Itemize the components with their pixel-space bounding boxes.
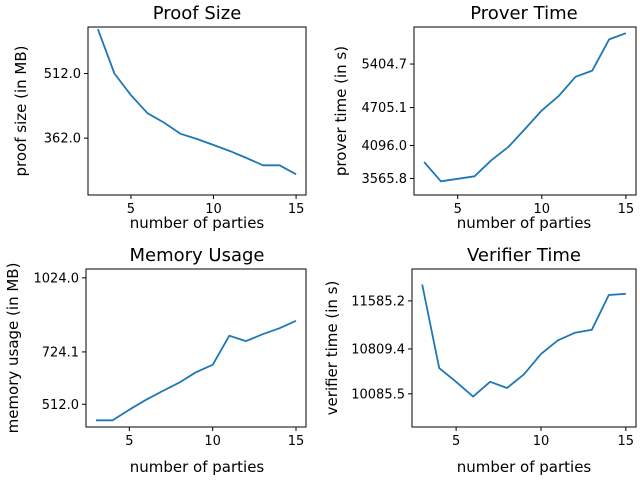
x-axis-label: number of parties [457, 458, 592, 476]
y-tick-label: 10809.4 [351, 342, 405, 357]
y-tick-label: 512.0 [42, 398, 79, 413]
chart-title: Proof Size [153, 3, 242, 24]
plot-frame [413, 26, 637, 196]
x-tick-label: 10 [204, 434, 221, 449]
y-tick-label: 4705.1 [362, 101, 408, 116]
series-line [97, 28, 297, 176]
chart-prover-time: Prover Time 5 10 15 3565.8 4096.0 4705.1 5404… [332, 3, 637, 232]
chart-memory-usage: Memory Usage 5 10 15 512.0 724.1 1024.0 numb… [4, 245, 307, 476]
y-tick-label: 1024.0 [34, 271, 80, 286]
x-axis-label: number of parties [130, 214, 265, 232]
series-line [421, 284, 626, 398]
x-tick-label: 15 [618, 202, 635, 217]
y-axis-label: proof size (in MB) [12, 46, 30, 177]
x-axis-label: number of parties [130, 458, 265, 476]
series-line [96, 319, 297, 422]
x-tick-label: 15 [288, 202, 305, 217]
x-tick-label: 5 [125, 434, 133, 449]
chart-title: Memory Usage [129, 245, 264, 266]
chart-proof-size: Proof Size 5 10 15 362.0 512.0 number of pa… [12, 3, 307, 232]
y-tick-label: 4096.0 [362, 139, 408, 154]
x-tick-label: 10 [534, 202, 551, 217]
y-axis-label: verifier time (in s) [323, 281, 341, 416]
x-tick-label: 5 [452, 434, 460, 449]
x-tick-label: 10 [205, 202, 222, 217]
y-tick-label: 3565.8 [362, 172, 408, 187]
x-tick-label: 5 [127, 202, 135, 217]
plot-frame [87, 26, 307, 196]
x-tick-label: 10 [533, 434, 550, 449]
x-axis-label: number of parties [457, 214, 592, 232]
y-tick-label: 512.0 [44, 67, 81, 82]
x-tick-label: 15 [618, 434, 635, 449]
y-tick-label: 10085.5 [351, 387, 405, 402]
chart-verifier-time: Verifier Time 5 10 15 10085.5 10809.4 11585.… [323, 245, 637, 476]
plot-frame [85, 268, 307, 428]
series-line [423, 32, 627, 183]
y-tick-label: 362.0 [44, 132, 81, 147]
chart-title: Verifier Time [467, 245, 581, 266]
chart-title: Prover Time [470, 3, 577, 24]
y-tick-label: 11585.2 [351, 294, 405, 309]
x-tick-label: 5 [454, 202, 462, 217]
plot-frame [411, 268, 637, 428]
y-axis-label: prover time (in s) [332, 46, 350, 176]
x-tick-label: 15 [288, 434, 305, 449]
y-tick-label: 5404.7 [362, 58, 408, 73]
y-axis-label: memory usage (in MB) [4, 263, 22, 434]
y-tick-label: 724.1 [42, 345, 79, 360]
